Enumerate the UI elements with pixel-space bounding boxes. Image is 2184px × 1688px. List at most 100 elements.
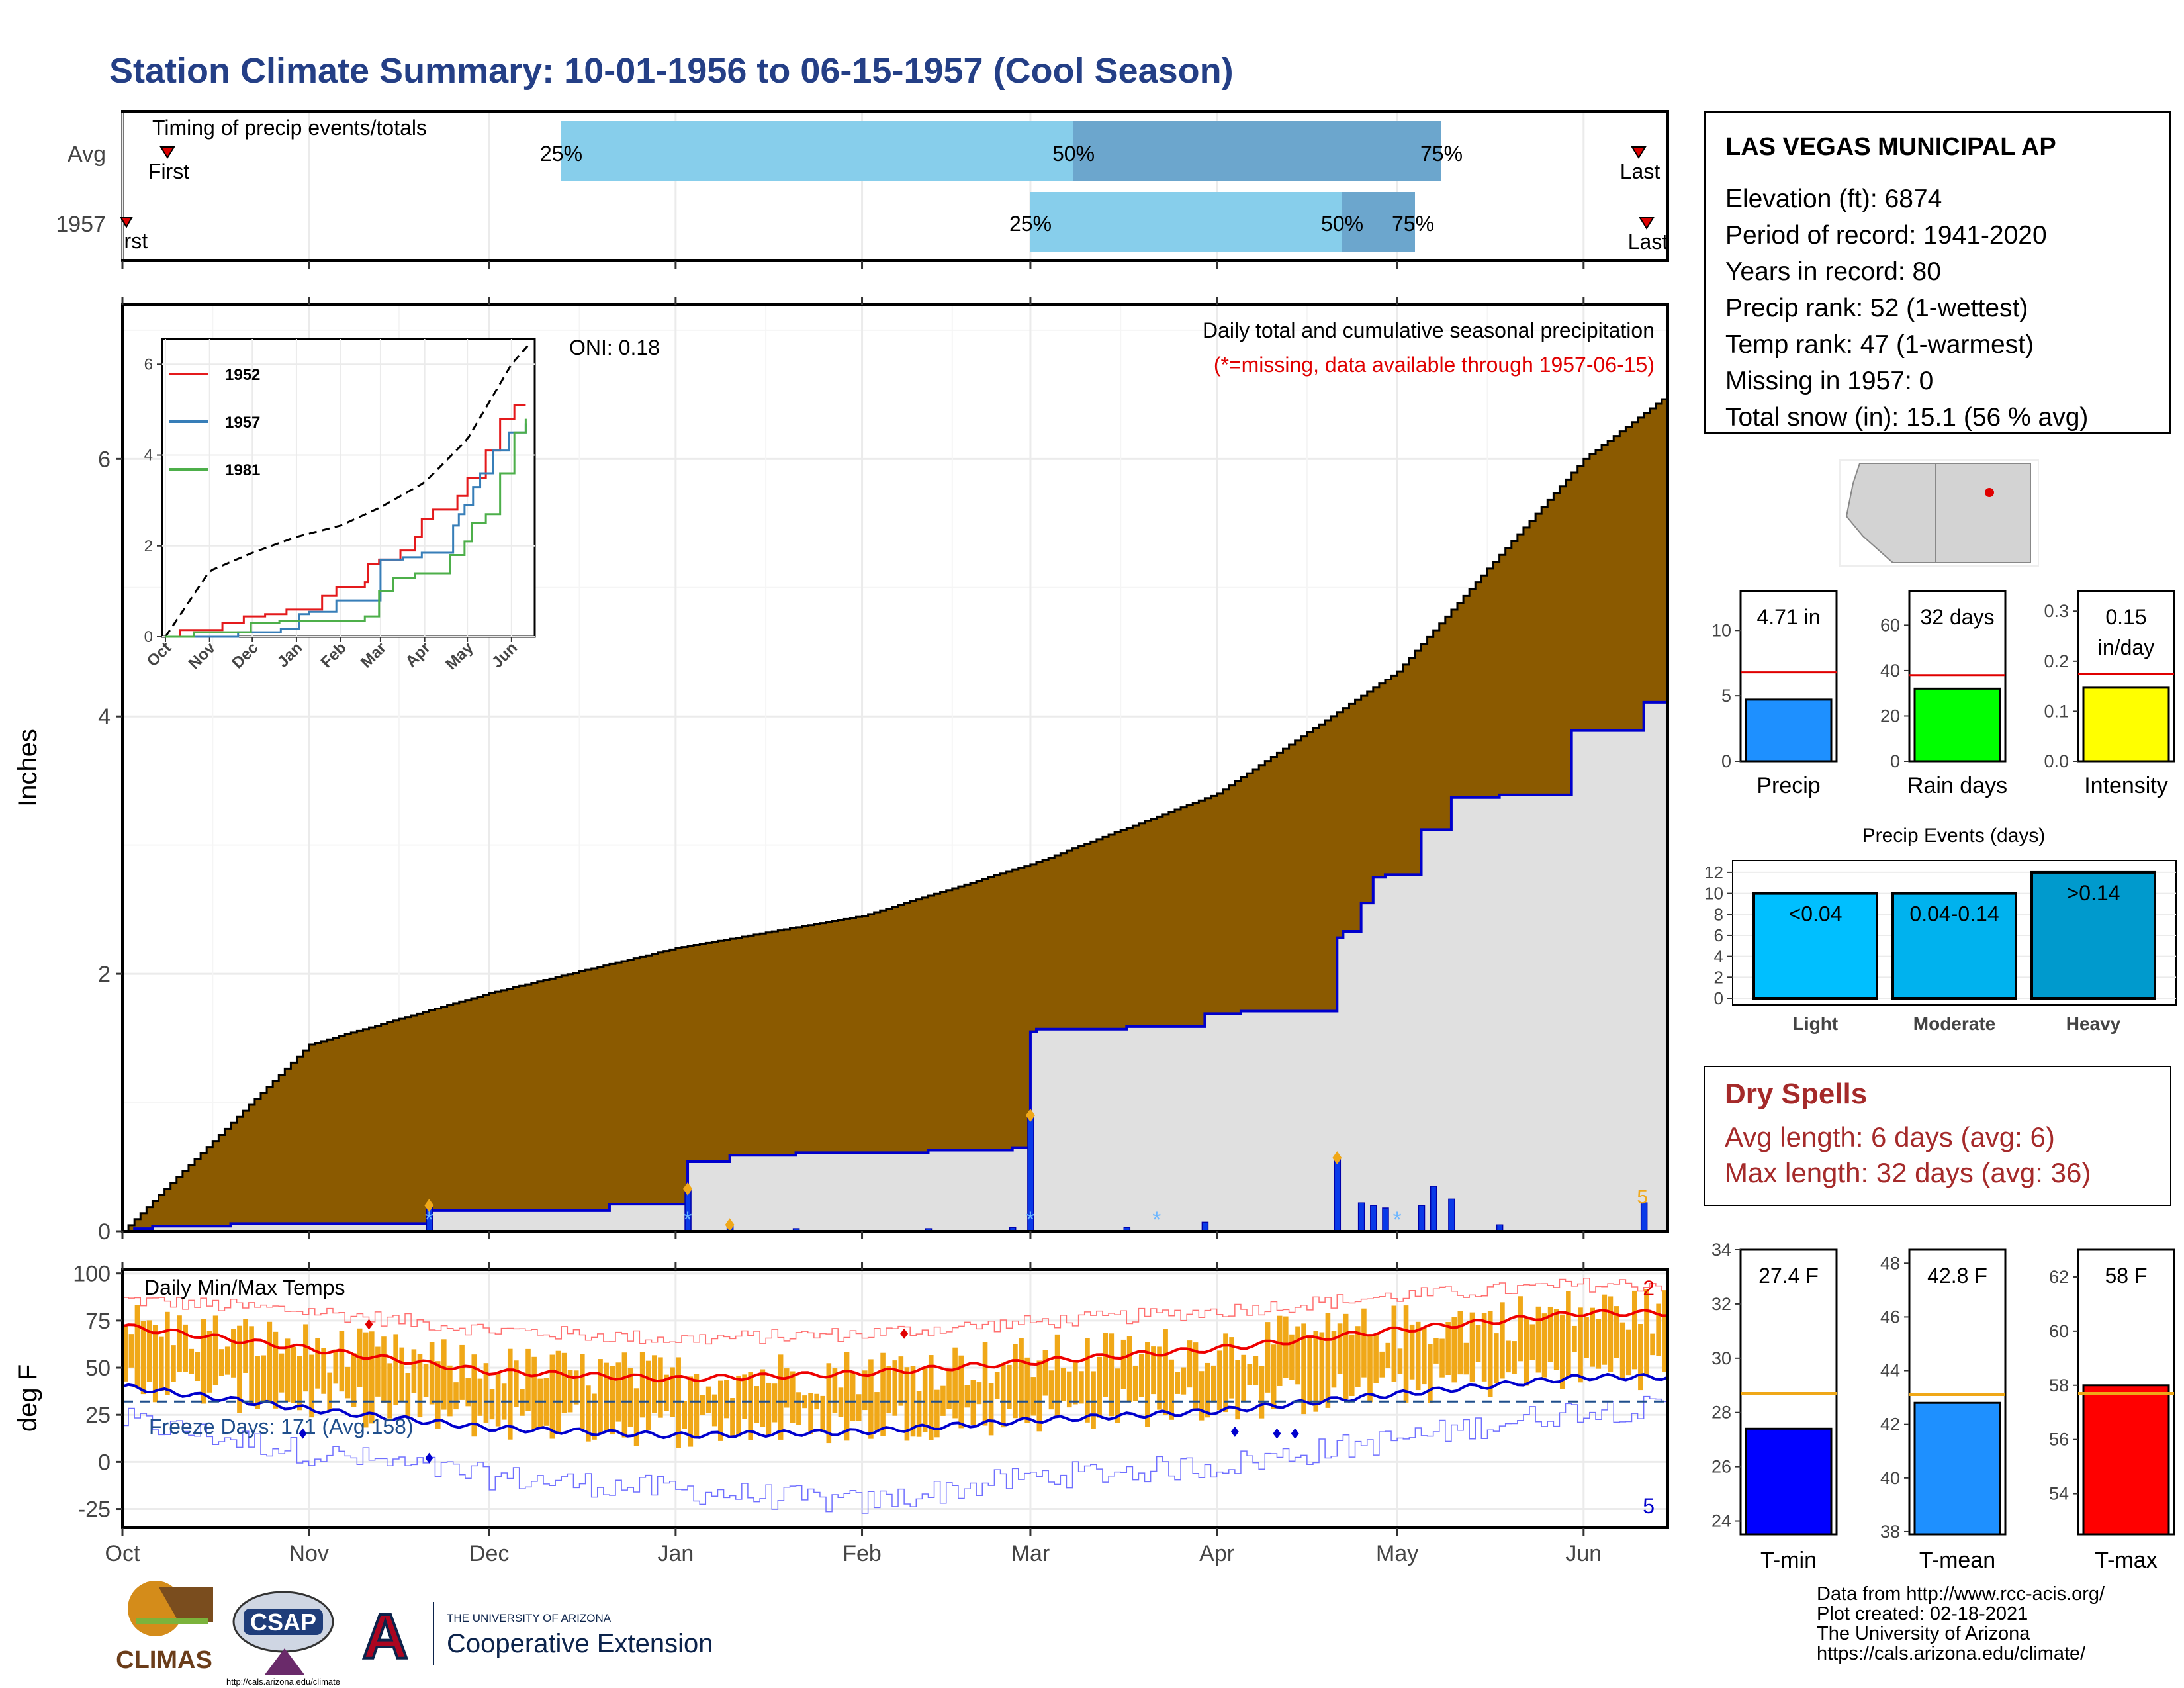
mini-bar-value: [1913, 687, 2001, 763]
precip-event-bar: [1370, 1205, 1377, 1232]
daily-temp-bar: [465, 1378, 471, 1407]
footer: Data from http://www.rcc-acis.org/ Plot …: [1817, 1584, 2105, 1664]
daily-temp-bar: [243, 1319, 248, 1373]
station-name: LAS VEGAS MUNICIPAL AP: [1725, 133, 2056, 161]
daily-temp-bar: [1175, 1372, 1181, 1394]
record-max-line: [122, 1277, 1668, 1345]
daily-temp-bar: [483, 1363, 489, 1423]
daily-temp-bar: [1301, 1323, 1306, 1415]
daily-temp-bar: [796, 1392, 801, 1425]
inset-avg-curve: [164, 344, 529, 637]
last-marker-avg: [1631, 146, 1647, 159]
pe-tick-label: 12: [1704, 863, 1723, 882]
daily-temp-bar: [1007, 1364, 1012, 1409]
daily-temp-bar: [1085, 1338, 1090, 1423]
daily-temp-bar: [1494, 1333, 1499, 1383]
daily-temp-bar: [1535, 1306, 1541, 1373]
daily-temp-bar: [1469, 1312, 1475, 1383]
timing-label: Timing of precip events/totals: [152, 116, 427, 140]
temp-bar-value: [1913, 1401, 2001, 1536]
temp-bar-label: T-min: [1760, 1548, 1817, 1573]
record-min-marker: [298, 1428, 307, 1439]
mini-bar-label: Intensity: [2084, 773, 2168, 798]
daily-temp-bar: [1650, 1333, 1655, 1356]
1957-cumulative-area: [122, 700, 1669, 1233]
temp-ylabel: deg F: [13, 1364, 42, 1432]
dry-spells-max: Max length: 32 days (avg: 36): [1725, 1157, 2091, 1188]
station-dot: [1985, 488, 1994, 497]
daily-temp-bar: [146, 1320, 152, 1382]
record-min-marker: [425, 1452, 433, 1464]
daily-temp-bar: [224, 1346, 230, 1375]
snow-marker: *: [683, 1207, 692, 1233]
daily-temp-bar: [874, 1392, 880, 1430]
daily-temp-bar: [1602, 1294, 1608, 1365]
oni-label: ONI: 0.18: [569, 336, 660, 359]
temp-bar-tick-label: 48: [1880, 1253, 1900, 1273]
station-missing: Missing in 1957: 0: [1725, 367, 1934, 395]
temp-xtick-label: Feb: [842, 1541, 882, 1566]
precip-event-bar: [1382, 1207, 1389, 1232]
p57-p75-label: 75%: [1392, 212, 1434, 236]
pe-tick-label: 0: [1714, 988, 1723, 1008]
mini-bar-chart: 0 20 40 60 32 days Rain days: [1880, 590, 2007, 798]
daily-temp-bar: [844, 1352, 850, 1441]
daily-temp-bar: [206, 1330, 212, 1393]
daily-temp-bar: [784, 1368, 790, 1408]
daily-temp-bar: [916, 1391, 922, 1437]
daily-temp-bar: [152, 1325, 158, 1403]
pe-bar-label: <0.04: [1789, 902, 1843, 926]
daily-temp-bar: [1566, 1291, 1571, 1378]
daily-temp-bar: [754, 1386, 760, 1423]
daily-temp-bar: [910, 1366, 916, 1437]
daily-temp-bar: [760, 1369, 766, 1427]
inset-series-line: [165, 404, 526, 638]
temp-ytick-label: 25: [85, 1403, 111, 1428]
daily-temp-bar: [1138, 1354, 1144, 1397]
mini-bar-tick-label: 60: [1880, 615, 1900, 635]
mini-bar-value-label: 0.15: [2105, 605, 2146, 629]
pe-tick-label: 10: [1704, 884, 1723, 904]
daily-temp-bar: [1625, 1329, 1631, 1376]
daily-temp-bar: [1030, 1377, 1036, 1416]
daily-temp-bar: [315, 1338, 320, 1389]
daily-temp-bar: [369, 1331, 375, 1424]
daily-temp-bar: [261, 1355, 267, 1402]
pe-category-label: Moderate: [1913, 1013, 1995, 1034]
daily-temp-bar: [1355, 1326, 1361, 1387]
daily-temp-bar: [514, 1360, 519, 1407]
daily-temp-bar: [982, 1342, 988, 1426]
daily-temp-bar: [212, 1315, 218, 1385]
freeze-days: Freeze Days: 171 (Avg.158): [149, 1415, 414, 1438]
pe-bar: [1752, 892, 1878, 1000]
daily-temp-bar: [838, 1387, 844, 1417]
avg-p50-label: 50%: [1052, 142, 1095, 165]
daily-temp-bar: [549, 1354, 555, 1439]
daily-temp-bar: [898, 1356, 904, 1406]
daily-temp-bar: [1259, 1366, 1265, 1419]
daily-temp-bar: [1614, 1306, 1619, 1358]
daily-temp-bar: [772, 1383, 778, 1423]
avg-max-line: [122, 1309, 1668, 1383]
daily-temp-bar: [1019, 1338, 1024, 1418]
daily-temp-bar: [1103, 1333, 1109, 1397]
timing-panel: First Timing of precip events/totals Avg…: [56, 110, 1669, 262]
daily-temp-bar: [976, 1382, 982, 1405]
daily-temp-bar: [345, 1366, 351, 1399]
daily-temp-bar: [477, 1378, 483, 1416]
temp-xtick-label: May: [1376, 1541, 1418, 1566]
temp-bar-tick-label: 30: [1711, 1348, 1731, 1368]
daily-temp-bar: [1235, 1360, 1240, 1420]
temp-bar-tick-label: 60: [2049, 1321, 2069, 1341]
daily-temp-bar: [832, 1368, 838, 1413]
daily-temp-bar: [952, 1347, 958, 1419]
daily-temp-bar: [645, 1360, 651, 1430]
temp-bar-tick-label: 54: [2049, 1484, 2069, 1504]
state-map: [1839, 459, 2039, 567]
temp-bar-tick-label: 58: [2049, 1376, 2069, 1395]
daily-temp-bar: [1283, 1316, 1289, 1378]
daily-temp-bar: [1656, 1303, 1661, 1356]
